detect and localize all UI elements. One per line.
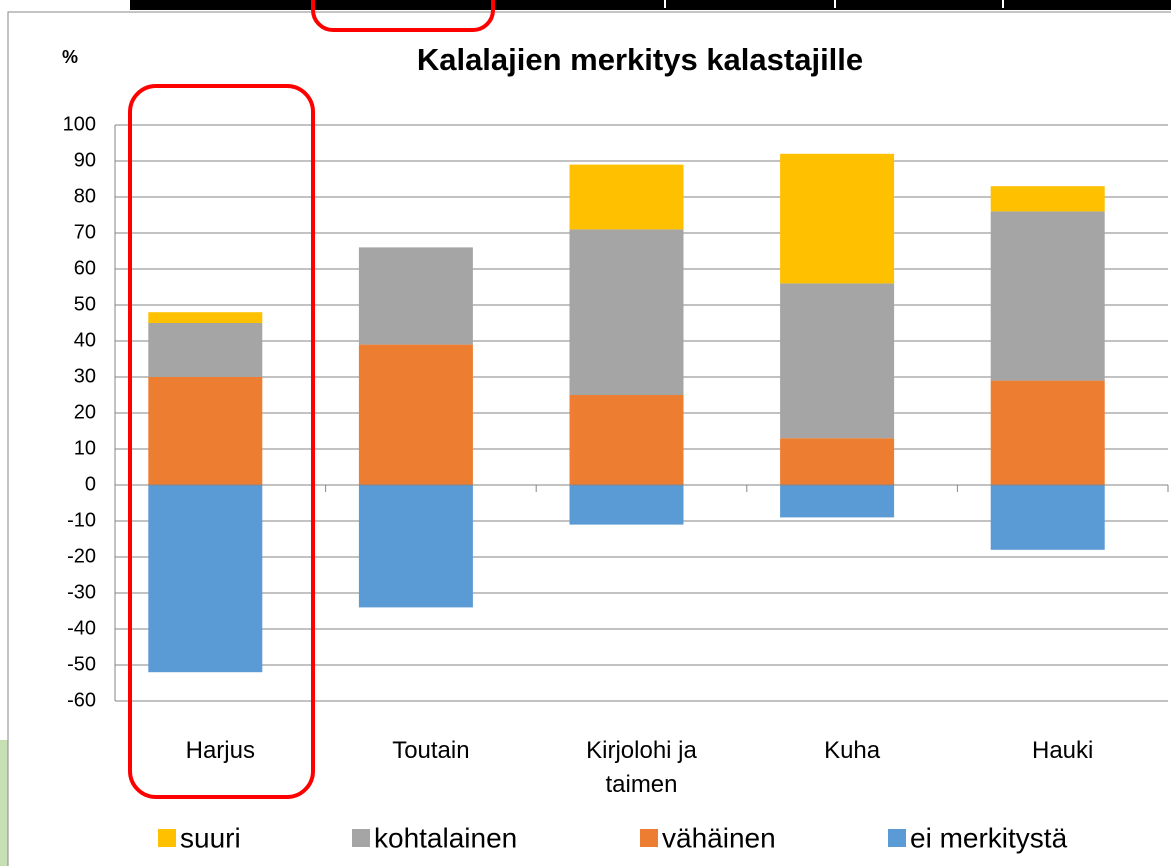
legend-swatch bbox=[158, 829, 176, 847]
bar-segment bbox=[148, 485, 263, 673]
y-tick-label: 20 bbox=[74, 401, 96, 423]
legend-label: vähäinen bbox=[662, 822, 776, 853]
y-tick-label: 30 bbox=[74, 365, 96, 387]
legend-label: kohtalainen bbox=[374, 822, 517, 853]
x-tick-label: Hauki bbox=[1032, 737, 1094, 764]
y-tick-label: 80 bbox=[74, 185, 96, 207]
chart-title: Kalalajien merkitys kalastajille bbox=[417, 42, 863, 77]
highlight-box bbox=[311, 0, 495, 32]
legend-label: suuri bbox=[180, 822, 241, 853]
bar-segment bbox=[358, 344, 473, 485]
y-tick-label: -30 bbox=[67, 581, 96, 603]
legend-swatch bbox=[352, 829, 370, 847]
y-tick-label: 100 bbox=[63, 113, 96, 135]
bar-segment bbox=[148, 312, 263, 323]
bar-segment bbox=[148, 323, 263, 377]
legend-swatch bbox=[888, 829, 906, 847]
bar-segment bbox=[780, 283, 895, 439]
bar-segment bbox=[358, 247, 473, 345]
legend-swatch bbox=[640, 829, 658, 847]
y-tick-label: -20 bbox=[67, 545, 96, 567]
bar-segment bbox=[990, 211, 1105, 381]
bar-segment bbox=[990, 485, 1105, 550]
y-tick-label: 40 bbox=[74, 329, 96, 351]
legend-label: ei merkitystä bbox=[910, 822, 1068, 853]
y-tick-label: 10 bbox=[74, 437, 96, 459]
y-tick-label: 70 bbox=[74, 221, 96, 243]
y-tick-label: 90 bbox=[74, 149, 96, 171]
bar-segment bbox=[569, 164, 684, 230]
y-tick-label: -50 bbox=[67, 653, 96, 675]
bar-segment bbox=[780, 153, 895, 284]
x-tick-label: Kirjolohi ja taimen bbox=[586, 737, 697, 798]
x-tick-label: Toutain bbox=[392, 737, 470, 764]
bar-segment bbox=[569, 395, 684, 485]
y-tick-label: -40 bbox=[67, 617, 96, 639]
bar-segment bbox=[358, 485, 473, 608]
x-tick-label: Kuha bbox=[824, 737, 881, 764]
top-strip bbox=[130, 0, 1171, 10]
bar-segment bbox=[780, 485, 895, 518]
bar-segment bbox=[148, 377, 263, 485]
y-axis-label: % bbox=[62, 47, 78, 67]
x-tick-label: Harjus bbox=[185, 737, 255, 764]
bar-segment bbox=[569, 229, 684, 395]
y-tick-label: 0 bbox=[85, 473, 96, 495]
y-tick-label: -10 bbox=[67, 509, 96, 531]
bar-segment bbox=[990, 380, 1105, 485]
highlight-box bbox=[128, 84, 315, 799]
y-tick-label: 50 bbox=[74, 293, 96, 315]
y-tick-label: 60 bbox=[74, 257, 96, 279]
bar-segment bbox=[780, 438, 895, 485]
bar-segment bbox=[990, 186, 1105, 212]
bar-segment bbox=[569, 485, 684, 525]
y-tick-label: -60 bbox=[67, 689, 96, 711]
